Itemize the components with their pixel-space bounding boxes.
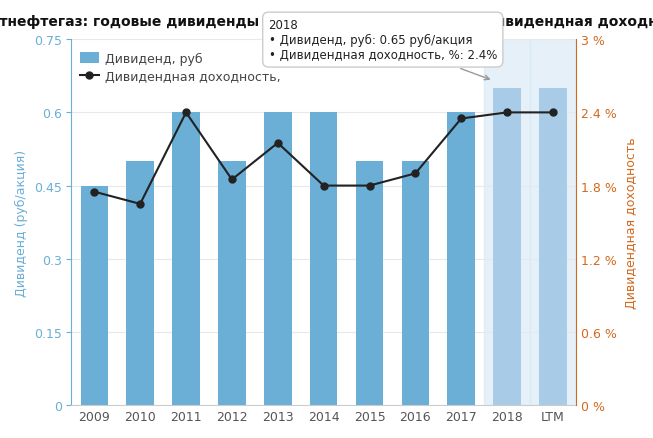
Y-axis label: Дивиденд (руб/акция): Дивиденд (руб/акция)	[15, 149, 28, 296]
Bar	[447, 113, 475, 405]
Y-axis label: Дивидендная доходность: Дивидендная доходность	[625, 137, 638, 308]
Text: 2018
• Дивиденд, руб: 0.65 руб/акция
• Дивидендная доходность, %: 2.4%: 2018 • Дивиденд, руб: 0.65 руб/акция • Д…	[268, 19, 497, 81]
Bar	[356, 162, 383, 405]
Bar	[127, 162, 154, 405]
Bar	[80, 186, 108, 405]
Title: Сургутнефтегаз: годовые дивиденды на обыкновенную акцию и дивидендная доходность: Сургутнефтегаз: годовые дивиденды на обы…	[0, 15, 653, 29]
Bar	[218, 162, 246, 405]
Bar	[172, 113, 200, 405]
Bar	[310, 113, 338, 405]
Bar	[530, 40, 576, 405]
Legend: Дивиденд, руб, Дивидендная доходность,: Дивиденд, руб, Дивидендная доходность,	[78, 50, 283, 86]
Bar	[402, 162, 429, 405]
Bar	[484, 40, 530, 405]
Bar	[494, 89, 521, 405]
Bar	[539, 89, 567, 405]
Bar	[264, 113, 291, 405]
